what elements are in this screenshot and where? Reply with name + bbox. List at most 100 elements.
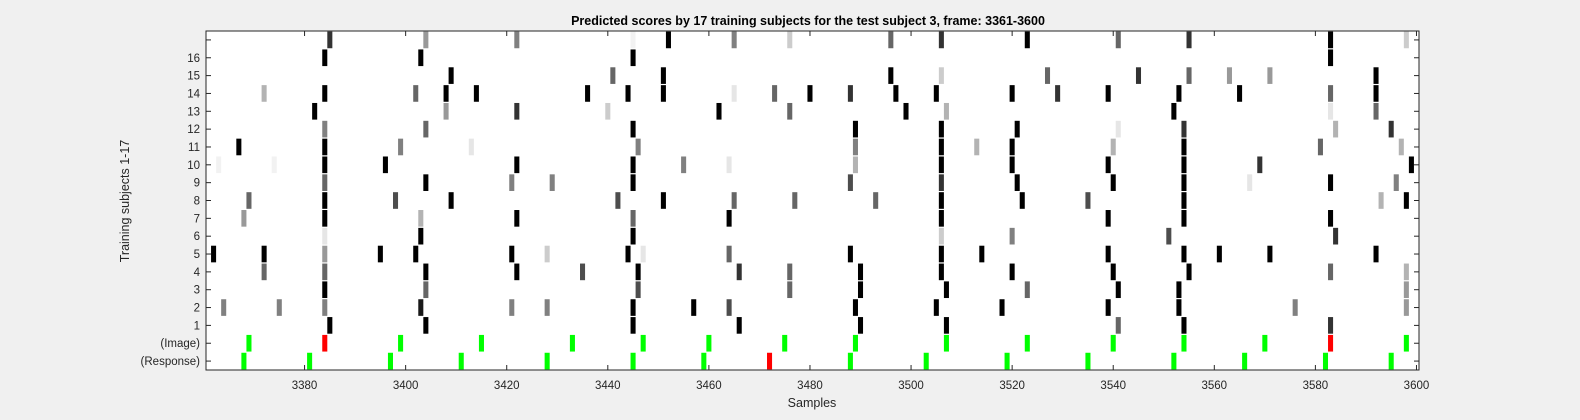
heatmap-cell <box>630 156 636 174</box>
heatmap-cell <box>847 245 853 263</box>
heatmap-cell <box>640 334 646 352</box>
heatmap-cell <box>514 210 520 227</box>
heatmap-cell <box>635 263 641 281</box>
heatmap-cell <box>903 102 909 120</box>
heatmap-cell <box>413 245 419 263</box>
heatmap-cell <box>322 227 328 245</box>
heatmap-cell <box>1009 263 1015 281</box>
x-tick-label: 3500 <box>898 380 924 392</box>
heatmap-cell <box>1110 174 1116 191</box>
heatmap-cell <box>1226 67 1232 84</box>
x-tick-label: 3440 <box>595 380 621 392</box>
x-tick-label: 3480 <box>797 380 823 392</box>
heatmap-cell <box>660 85 666 102</box>
heatmap-cell <box>246 192 252 209</box>
heatmap-cell <box>241 210 247 227</box>
heatmap-cell <box>938 227 944 245</box>
heatmap-cell <box>979 245 985 263</box>
heatmap-cell <box>322 156 328 174</box>
x-tick-label: 3380 <box>292 380 318 392</box>
heatmap-cell <box>731 31 737 49</box>
heatmap-cell <box>1403 281 1409 299</box>
heatmap-cell <box>938 263 944 281</box>
heatmap-cell <box>943 281 949 299</box>
heatmap-cell <box>938 67 944 84</box>
heatmap-cell <box>787 263 793 281</box>
heatmap-cell <box>393 192 399 209</box>
heatmap-cell <box>322 138 328 156</box>
heatmap-cell <box>630 210 636 227</box>
heatmap-cell <box>660 67 666 84</box>
heatmap-cell <box>630 352 636 370</box>
heatmap-cell <box>1328 210 1334 227</box>
heatmap-cell <box>726 299 732 316</box>
heatmap-cell <box>1262 334 1268 352</box>
heatmap-cell <box>1333 120 1339 138</box>
heatmap-cell <box>938 174 944 191</box>
heatmap-cell <box>1176 299 1182 316</box>
heatmap-cell <box>585 85 591 102</box>
heatmap-cell <box>706 334 712 352</box>
y-tick-label: 3 <box>194 285 200 297</box>
x-tick-label: 3520 <box>999 380 1025 392</box>
heatmap-cell <box>938 156 944 174</box>
heatmap-cell <box>271 156 277 174</box>
heatmap-cell <box>792 192 798 209</box>
y-tick-label: 6 <box>194 231 200 243</box>
heatmap-cell <box>377 245 383 263</box>
heatmap-cell <box>322 120 328 138</box>
heatmap-cell <box>726 245 732 263</box>
heatmap-cell <box>322 174 328 191</box>
heatmap-cell <box>933 299 939 316</box>
heatmap-cell <box>1085 352 1091 370</box>
heatmap-cell <box>1105 245 1111 263</box>
y-tick-label: 8 <box>194 196 200 208</box>
x-tick-label: 3420 <box>494 380 520 392</box>
heatmap-cell <box>221 299 227 316</box>
heatmap-cell <box>1328 334 1334 352</box>
heatmap-cell <box>888 31 894 49</box>
heatmap-cell <box>1004 352 1010 370</box>
heatmap-cell <box>665 31 671 49</box>
heatmap-cell <box>1403 334 1409 352</box>
heatmap-cell <box>630 174 636 191</box>
heatmap-cell <box>1024 31 1030 49</box>
heatmap-cell <box>807 85 813 102</box>
heatmap-cell <box>938 245 944 263</box>
heatmap-cell <box>716 102 722 120</box>
heatmap-cell <box>1373 85 1379 102</box>
heatmap-cell <box>549 174 555 191</box>
x-tick-label: 3600 <box>1404 380 1430 392</box>
heatmap-cell <box>852 299 858 316</box>
heatmap-cell <box>852 156 858 174</box>
heatmap-cell <box>423 31 429 49</box>
y-tick-label: 5 <box>194 249 200 261</box>
heatmap-cell <box>1166 227 1172 245</box>
heatmap-cell <box>630 317 636 334</box>
heatmap-cell <box>999 299 1005 316</box>
heatmap-cell <box>544 352 550 370</box>
heatmap-cell <box>1403 263 1409 281</box>
heatmap-cell <box>276 299 282 316</box>
heatmap-cell <box>413 85 419 102</box>
heatmap-cell <box>443 102 449 120</box>
heatmap-cell <box>418 227 424 245</box>
y-tick-label: 11 <box>188 142 200 154</box>
heatmap-cell <box>1105 299 1111 316</box>
heatmap-cell <box>382 156 388 174</box>
heatmap-cell <box>1398 138 1404 156</box>
heatmap-cell <box>509 299 515 316</box>
heatmap-cell <box>1237 85 1243 102</box>
heatmap-cell <box>736 263 742 281</box>
heatmap-cell <box>943 102 949 120</box>
heatmap-cell <box>923 352 929 370</box>
y-tick-label: 10 <box>187 160 200 172</box>
heatmap-cell <box>660 192 666 209</box>
heatmap-cell <box>1181 245 1187 263</box>
heatmap-cell <box>1373 102 1379 120</box>
heatmap-cell <box>1328 174 1334 191</box>
heatmap-cell <box>211 245 217 263</box>
heatmap-cell <box>857 281 864 299</box>
heatmap-cell <box>938 120 944 138</box>
